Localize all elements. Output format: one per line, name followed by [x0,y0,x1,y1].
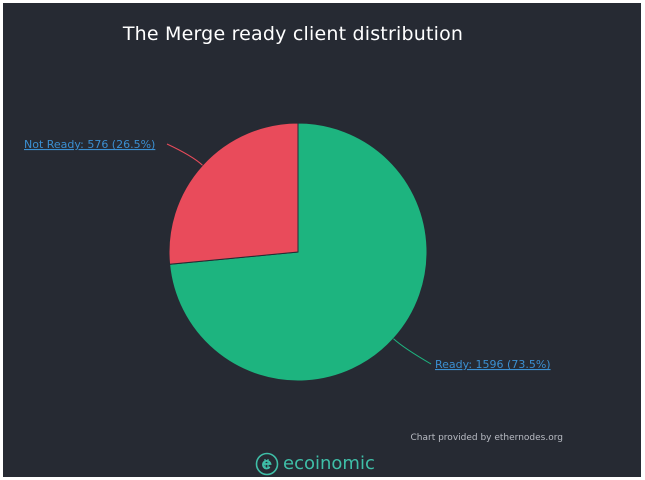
chart-panel: The Merge ready client distribution Read… [3,3,641,477]
pie-slices [168,122,428,382]
connector-not-ready [166,143,203,166]
chart-title: The Merge ready client distribution [122,23,464,45]
pie-slice-not-ready[interactable] [168,122,299,265]
ecoinomic-logo-icon [255,452,279,476]
connector-ready [393,338,432,365]
watermark: ecoinomic [255,451,375,477]
slice-label-not-ready[interactable]: Not Ready: 576 (26.5%) [24,138,155,151]
slice-label-ready[interactable]: Ready: 1596 (73.5%) [435,358,551,371]
pie-chart: Ready: 1596 (73.5%) Not Ready: 576 (26.5… [24,122,551,382]
watermark-text: ecoinomic [283,453,375,474]
label-connectors [166,143,432,365]
chart-credits[interactable]: Chart provided by ethernodes.org [410,433,564,443]
